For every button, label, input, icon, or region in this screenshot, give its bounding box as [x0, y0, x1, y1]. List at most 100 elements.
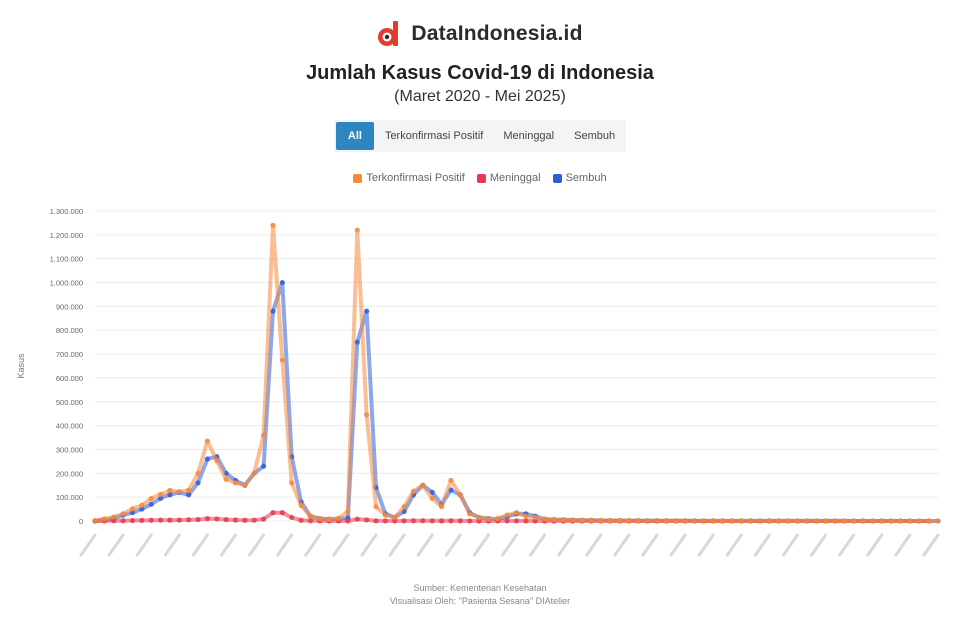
data-point [373, 518, 379, 524]
data-point [438, 518, 445, 524]
data-point [354, 227, 360, 233]
data-point [307, 518, 314, 524]
data-point [186, 517, 192, 523]
y-axis-label: Kasus [16, 353, 26, 379]
x-tick-label [585, 533, 603, 557]
x-tick-label [304, 533, 322, 557]
data-point [420, 482, 426, 488]
data-point [317, 516, 323, 522]
series-tabs: All Terkonfirmasi Positif Meninggal Semb… [0, 120, 960, 152]
data-point [401, 518, 407, 524]
data-point [823, 518, 829, 524]
x-tick-label [472, 533, 490, 557]
data-point [513, 510, 520, 516]
data-point [279, 279, 285, 286]
x-tick-label [810, 533, 828, 557]
data-point [392, 514, 398, 521]
x-tick-label [753, 533, 771, 557]
chart-title: Jumlah Kasus Covid-19 di Indonesia [306, 62, 654, 84]
data-point [157, 517, 164, 523]
tab-meninggal[interactable]: Meninggal [494, 122, 564, 150]
y-tick-label: 400.000 [56, 422, 83, 431]
data-point [251, 517, 257, 523]
data-point [748, 518, 754, 524]
data-point [167, 492, 173, 498]
chart-legend: Terkonfirmasi Positif Meninggal Sembuh [0, 172, 960, 184]
data-point [120, 518, 126, 524]
legend-swatch [476, 173, 486, 183]
data-point [757, 518, 763, 524]
data-point [570, 517, 576, 523]
tab-all[interactable]: All [335, 122, 374, 150]
data-point [635, 518, 641, 524]
data-point [157, 491, 164, 497]
x-tick-label [866, 533, 884, 557]
data-point [429, 495, 435, 501]
data-point [251, 470, 257, 476]
data-point [204, 438, 210, 444]
data-point [195, 480, 201, 486]
data-point [223, 476, 229, 482]
x-tick-label [557, 533, 575, 557]
legend-swatch [552, 173, 562, 183]
y-tick-label: 700.000 [56, 350, 83, 359]
data-point [139, 517, 145, 523]
data-point [504, 512, 510, 518]
data-point [289, 514, 295, 521]
x-tick-label [220, 533, 237, 557]
legend-item-sembuh[interactable]: Sembuh [552, 172, 607, 184]
y-tick-label: 1.100.000 [50, 255, 83, 264]
data-point [448, 518, 454, 524]
brand-logo-icon [377, 20, 401, 48]
data-point [326, 516, 332, 522]
data-point [279, 357, 285, 363]
brand-name: DataIndonesia.id [411, 22, 583, 45]
data-point [869, 518, 876, 524]
data-point [176, 517, 182, 523]
y-tick-label: 800.000 [56, 326, 83, 335]
data-point [261, 516, 267, 522]
y-tick-label: 600.000 [56, 374, 83, 383]
data-point [214, 458, 220, 464]
visual-credit: Visualisasi Oleh: "Pasienta Sesana" DIAt… [389, 596, 571, 606]
data-point [345, 508, 351, 515]
x-tick-label [248, 533, 266, 557]
data-point [176, 489, 182, 495]
legend-item-meninggal[interactable]: Meninggal [476, 172, 541, 184]
data-point [560, 517, 566, 523]
x-tick-label [388, 533, 406, 557]
data-point [373, 504, 379, 510]
data-point [148, 517, 154, 523]
legend-item-positif[interactable]: Terkonfirmasi Positif [353, 172, 465, 184]
x-tick-label [332, 533, 350, 557]
data-point [335, 515, 342, 521]
data-point [467, 511, 473, 517]
tab-sembuh[interactable]: Sembuh [565, 122, 625, 150]
data-point [645, 518, 651, 524]
data-point [364, 517, 370, 523]
data-point [523, 518, 529, 524]
y-tick-label: 100.000 [56, 493, 83, 502]
data-point [354, 516, 360, 522]
data-point [532, 514, 538, 521]
data-point [382, 512, 388, 518]
data-point [513, 518, 520, 524]
series-line [94, 223, 938, 523]
data-point [457, 518, 463, 524]
data-point [485, 516, 491, 522]
data-point [673, 518, 679, 524]
tab-terkonfirmasi[interactable]: Terkonfirmasi Positif [375, 122, 493, 150]
x-tick-label [782, 533, 799, 557]
data-point [897, 518, 904, 524]
x-tick-label [697, 533, 715, 557]
data-point [926, 518, 932, 524]
data-point [214, 516, 220, 522]
data-point [307, 513, 314, 519]
data-point [701, 518, 707, 524]
data-point [167, 487, 173, 494]
data-point [204, 456, 210, 462]
data-point [129, 517, 136, 524]
data-point [279, 510, 285, 516]
data-point [195, 470, 201, 476]
data-point [916, 518, 922, 524]
